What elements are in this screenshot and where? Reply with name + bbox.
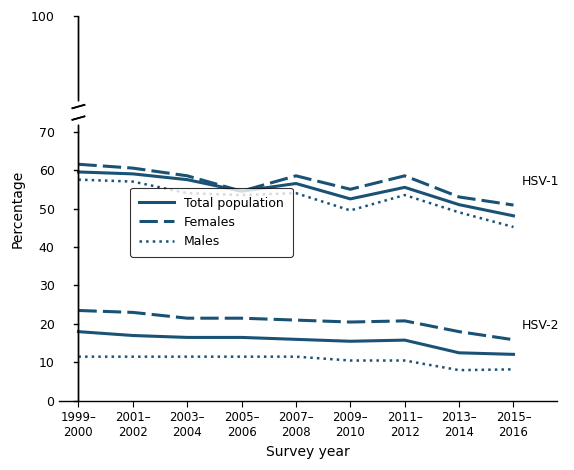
Text: HSV-2: HSV-2 [522,320,559,332]
Text: HSV-1: HSV-1 [522,175,559,188]
Bar [59,101,557,124]
X-axis label: Survey year: Survey year [266,445,350,459]
Y-axis label: Percentage: Percentage [11,169,25,248]
Legend: Total population, Females, Males: Total population, Females, Males [130,188,293,257]
